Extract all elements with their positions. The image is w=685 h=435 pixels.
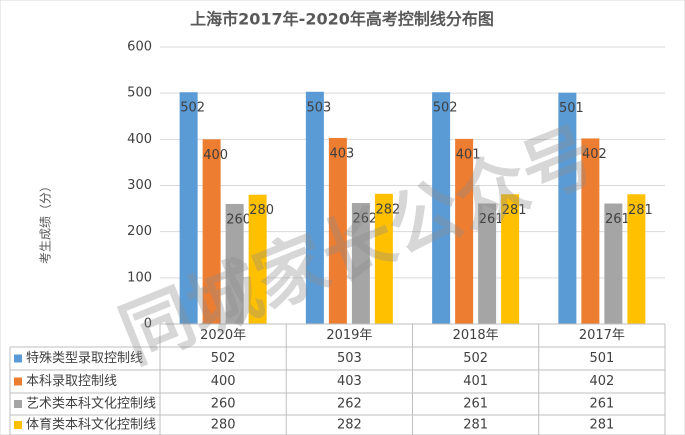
y-tick-label: 400 <box>127 132 152 147</box>
data-label: 503 <box>306 100 331 115</box>
data-label: 402 <box>582 147 607 162</box>
legend-label: 特殊类型录取控制线 <box>26 351 143 366</box>
bar <box>179 92 198 324</box>
x-tick-label: 2018年 <box>453 328 499 343</box>
data-label: 280 <box>249 203 274 218</box>
legend-swatch <box>14 421 22 429</box>
legend-swatch <box>14 354 22 363</box>
x-tick-label: 2019年 <box>326 328 372 343</box>
y-tick-label: 100 <box>127 270 152 285</box>
bar <box>374 193 393 324</box>
data-label: 260 <box>226 212 251 227</box>
data-label: 261 <box>605 212 630 227</box>
data-label: 400 <box>203 148 228 163</box>
table-value: 282 <box>337 418 362 433</box>
table-value: 400 <box>211 374 236 389</box>
bar <box>305 91 324 324</box>
table-value: 402 <box>589 374 614 389</box>
bar <box>478 203 497 324</box>
data-label: 281 <box>502 203 527 218</box>
table-value: 501 <box>589 351 614 366</box>
table-value: 502 <box>211 351 236 366</box>
table-value: 261 <box>463 397 488 412</box>
x-tick-label: 2020年 <box>200 328 246 343</box>
table-value: 401 <box>463 374 488 389</box>
data-label: 282 <box>375 202 400 217</box>
bar <box>581 138 600 324</box>
table-value: 262 <box>337 397 362 412</box>
y-tick-label: 0 <box>144 317 152 332</box>
data-label: 281 <box>628 203 653 218</box>
legend-label: 本科录取控制线 <box>26 374 117 389</box>
legend-label: 体育类本科文化控制线 <box>26 417 156 433</box>
chart-title: 上海市2017年-2020年高考控制线分布图 <box>190 10 494 29</box>
data-label: 261 <box>479 212 504 227</box>
legend-swatch <box>14 377 22 386</box>
legend-swatch <box>14 400 22 408</box>
data-label: 403 <box>329 146 354 161</box>
data-label: 502 <box>180 101 205 116</box>
bar <box>604 203 623 324</box>
y-tick-label: 600 <box>127 40 152 55</box>
table-value: 261 <box>589 397 614 412</box>
data-label: 262 <box>352 212 377 227</box>
table-value: 281 <box>589 418 614 433</box>
bar <box>627 194 646 324</box>
table-value: 403 <box>337 374 362 389</box>
legend-label: 艺术类本科文化控制线 <box>26 397 156 412</box>
data-label: 401 <box>456 147 481 162</box>
bar <box>455 138 474 324</box>
table-value: 281 <box>463 418 488 433</box>
bar <box>558 92 577 324</box>
table-value: 260 <box>211 397 236 412</box>
y-axis-label: 考生成绩（分） <box>39 180 53 264</box>
bar <box>202 139 221 324</box>
y-tick-label: 500 <box>127 86 152 101</box>
data-label: 501 <box>559 101 584 116</box>
bar <box>248 194 267 324</box>
x-tick-label: 2017年 <box>579 328 625 343</box>
y-tick-label: 300 <box>127 178 152 193</box>
table-value: 503 <box>337 351 362 366</box>
bar <box>225 203 244 324</box>
bar <box>328 137 347 324</box>
table-value: 280 <box>211 418 236 433</box>
bar <box>432 92 451 324</box>
data-label: 502 <box>433 101 458 116</box>
table-value: 502 <box>463 351 488 366</box>
plot-area: 0 100 200 300 400 500 600 502 503 502 501 400 403 401… <box>9 40 666 435</box>
bar <box>351 203 370 324</box>
bar <box>501 194 520 324</box>
y-tick-label: 200 <box>127 224 152 239</box>
